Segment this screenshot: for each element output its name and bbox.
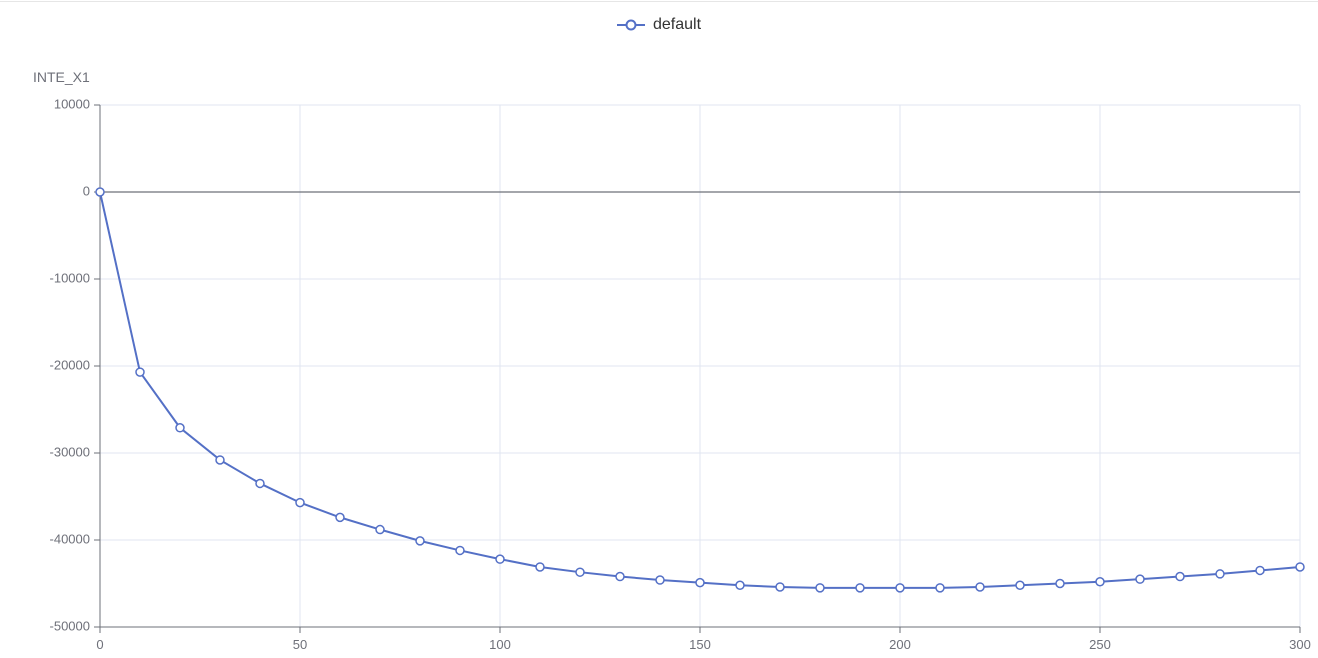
series-marker[interactable] xyxy=(1056,580,1064,588)
x-tick-label: 50 xyxy=(293,637,307,652)
x-tick-label: 0 xyxy=(96,637,103,652)
series-marker[interactable] xyxy=(1016,581,1024,589)
y-axis-title: INTE_X1 xyxy=(33,69,90,85)
series-marker[interactable] xyxy=(216,456,224,464)
series-marker[interactable] xyxy=(1136,575,1144,583)
series-marker[interactable] xyxy=(936,584,944,592)
x-tick-label: 300 xyxy=(1289,637,1311,652)
series-marker[interactable] xyxy=(616,573,624,581)
series-marker[interactable] xyxy=(456,546,464,554)
x-tick-label: 250 xyxy=(1089,637,1111,652)
series-marker[interactable] xyxy=(296,499,304,507)
x-tick-label: 150 xyxy=(689,637,711,652)
series-marker[interactable] xyxy=(176,424,184,432)
series-marker[interactable] xyxy=(1096,578,1104,586)
series-marker[interactable] xyxy=(816,584,824,592)
plot-area: -50000 -40000 -30000 -20000 -10000 0 10000 0 50 1… xyxy=(0,0,1318,658)
series-marker[interactable] xyxy=(256,479,264,487)
series-marker[interactable] xyxy=(776,583,784,591)
y-tick-label: -20000 xyxy=(50,357,90,372)
series-marker[interactable] xyxy=(656,576,664,584)
series-marker[interactable] xyxy=(96,188,104,196)
series-marker[interactable] xyxy=(896,584,904,592)
series-marker[interactable] xyxy=(416,537,424,545)
series-marker[interactable] xyxy=(736,581,744,589)
x-tick-label: 100 xyxy=(489,637,511,652)
series-marker[interactable] xyxy=(976,583,984,591)
series-marker[interactable] xyxy=(1296,563,1304,571)
y-tick-label: -10000 xyxy=(50,270,90,285)
series-marker[interactable] xyxy=(376,526,384,534)
series-marker[interactable] xyxy=(336,513,344,521)
y-tick-label: -40000 xyxy=(50,531,90,546)
y-tick-label: 10000 xyxy=(54,96,90,111)
chart-root: default -50000-40000-30000-20000-1000001… xyxy=(0,0,1318,658)
y-tick-label: 0 xyxy=(83,183,90,198)
series-marker[interactable] xyxy=(536,563,544,571)
series-marker[interactable] xyxy=(1176,573,1184,581)
y-tick-label: -50000 xyxy=(50,618,90,633)
series-marker[interactable] xyxy=(1216,570,1224,578)
series-marker[interactable] xyxy=(576,568,584,576)
series-marker[interactable] xyxy=(856,584,864,592)
series-marker[interactable] xyxy=(696,579,704,587)
series-marker[interactable] xyxy=(496,555,504,563)
chart-svg: -50000 -40000 -30000 -20000 -10000 0 10000 0 50 1… xyxy=(0,0,1318,658)
x-tick-label: 200 xyxy=(889,637,911,652)
series-marker[interactable] xyxy=(136,368,144,376)
y-tick-label: -30000 xyxy=(50,444,90,459)
series-marker[interactable] xyxy=(1256,566,1264,574)
